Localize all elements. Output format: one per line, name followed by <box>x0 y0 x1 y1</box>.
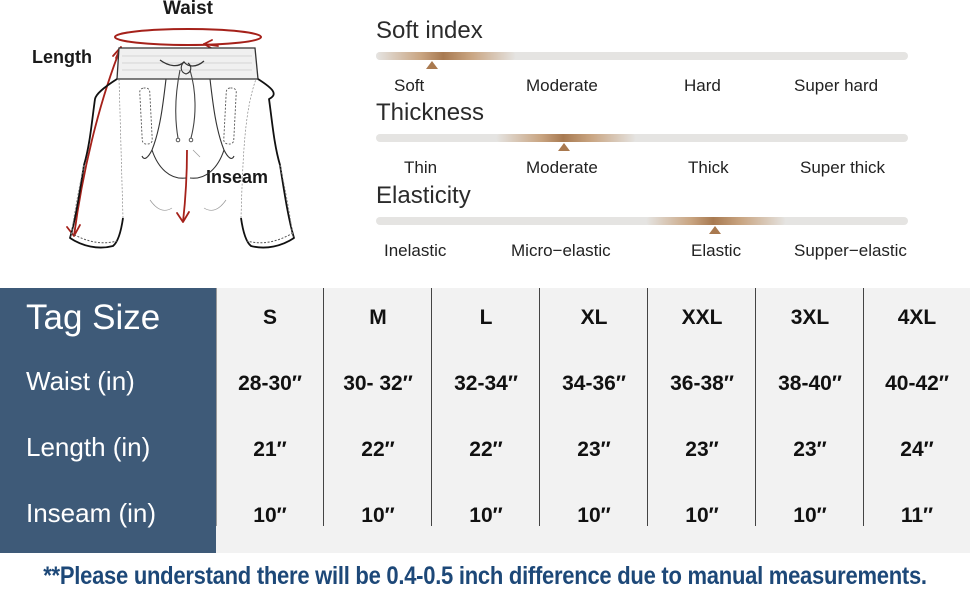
svg-text:Waist: Waist <box>163 0 214 19</box>
svg-text:Inseam: Inseam <box>206 167 268 187</box>
svg-text:Length: Length <box>32 47 92 67</box>
